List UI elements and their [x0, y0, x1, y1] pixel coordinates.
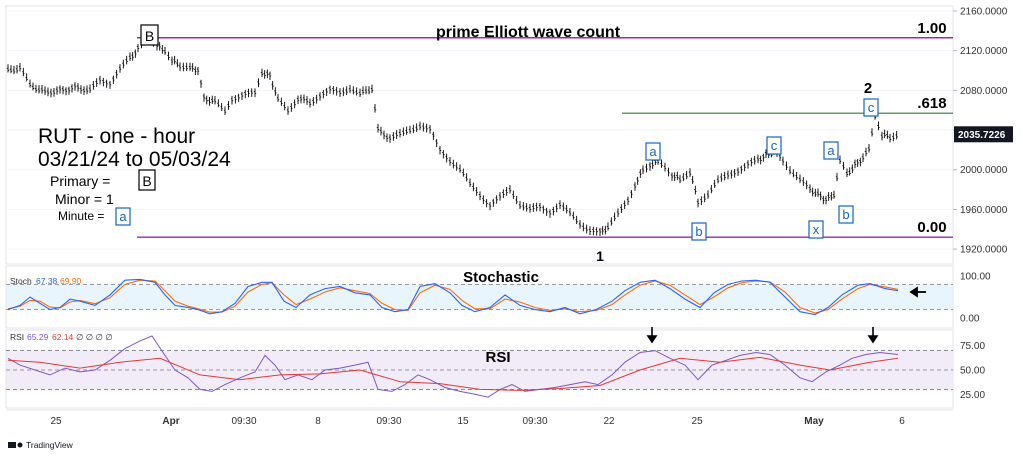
stoch-band — [6, 284, 953, 310]
svg-text:a: a — [827, 143, 835, 158]
svg-text:b: b — [695, 224, 702, 239]
last-price-tag — [954, 126, 1013, 143]
minute-wave-a1: a — [645, 142, 661, 161]
svg-text:RSI: RSI — [10, 332, 24, 342]
time-tick-label: 09:30 — [231, 416, 256, 427]
time-tick-label: 8 — [315, 416, 321, 427]
rsi-title: RSI — [485, 349, 510, 366]
primary-box — [138, 169, 156, 191]
svg-text:x: x — [813, 222, 820, 237]
date-line: 03/21/24 to 05/03/24 — [38, 148, 231, 171]
chart-title: prime Elliott wave count — [436, 24, 621, 41]
minute-value: a — [119, 209, 127, 224]
wave-2-label: 2 — [864, 80, 872, 97]
svg-text:c: c — [771, 138, 778, 153]
wave-B-box — [140, 24, 159, 46]
svg-text:67.38: 67.38 — [36, 276, 58, 286]
minute-wave-x: x — [808, 220, 824, 239]
primary-value: B — [142, 173, 151, 189]
stoch-legend: Stoch 67.38 69.90 — [10, 276, 82, 286]
time-tick-label: 6 — [899, 416, 905, 427]
svg-text:b: b — [842, 207, 849, 222]
stoch-tick-label: 100.00 — [960, 272, 991, 283]
svg-text:62.14: 62.14 — [52, 332, 74, 342]
wave-1-label: 1 — [596, 248, 604, 264]
time-tick-label: 22 — [603, 416, 615, 427]
minute-label: Minute = — [58, 209, 104, 223]
svg-text:∅ ∅ ∅ ∅: ∅ ∅ ∅ ∅ — [76, 332, 113, 342]
price-tick-label: 1960.0000 — [960, 205, 1008, 216]
price-tick-label: 2000.0000 — [960, 165, 1008, 176]
stoch-k-line — [7, 278, 899, 316]
rsi-tick-label: 50.00 — [960, 366, 985, 377]
svg-text:69.90: 69.90 — [60, 276, 82, 286]
time-tick-label: 15 — [457, 416, 469, 427]
brand-text: TradingView — [26, 440, 74, 450]
rsi-series — [7, 335, 899, 398]
minute-wave-c1: c — [766, 136, 782, 155]
rsi-tick-label: 25.00 — [960, 390, 985, 401]
time-axis: 25 Apr 09:30 8 09:30 15 09:30 22 25 May 6 — [6, 409, 953, 427]
stoch-tick-label: 0.00 — [960, 314, 980, 325]
minute-wave-a2: a — [823, 141, 839, 160]
price-pane — [5, 5, 954, 265]
fib-level-label: .618 — [917, 95, 946, 112]
rsi-legend: RSI 65.29 62.14 ∅ ∅ ∅ ∅ — [10, 332, 113, 342]
svg-text:a: a — [649, 144, 657, 159]
stochastic-title: Stochastic — [463, 269, 539, 286]
price-tick-label: 2080.0000 — [960, 86, 1008, 97]
minute-wave-c2: c — [863, 98, 879, 117]
stochastic-series — [7, 278, 899, 316]
grid-lines — [6, 10, 953, 390]
time-tick-label: May — [804, 416, 824, 427]
minute-wave-b2: b — [838, 205, 854, 224]
minute-box — [115, 207, 131, 226]
price-tick-label: 2160.0000 — [960, 6, 1008, 17]
time-tick-label: Apr — [162, 416, 179, 427]
primary-label: Primary = — [50, 173, 110, 189]
fib-level-label: 0.00 — [917, 219, 946, 236]
down-arrow-icon — [646, 327, 658, 344]
wave-B-label: B — [145, 28, 154, 44]
time-tick-label: 25 — [50, 416, 62, 427]
fib-level-label: 1.00 — [917, 20, 946, 37]
last-price-label: 2035.7226 — [958, 130, 1006, 141]
minute-wave-b1: b — [691, 222, 707, 241]
svg-text:65.29: 65.29 — [27, 332, 49, 342]
price-tick-label: 2120.0000 — [960, 46, 1008, 57]
price-axis: 2160.00002120.00002080.00002040.00002000… — [953, 6, 1013, 401]
svg-text:Stoch: Stoch — [10, 276, 32, 286]
minor-label: Minor = 1 — [55, 191, 114, 207]
svg-text:c: c — [868, 100, 875, 115]
down-arrow-icon — [867, 327, 879, 344]
time-tick-label: 09:30 — [522, 416, 547, 427]
price-tick-label: 1920.0000 — [960, 245, 1008, 256]
symbol-line: RUT - one - hour — [38, 125, 195, 148]
rsi-tick-label: 75.00 — [960, 341, 985, 352]
time-tick-label: 09:30 — [376, 416, 401, 427]
stoch-d-line — [7, 279, 899, 314]
left-arrow-icon — [909, 286, 926, 298]
rsi-ma-line — [7, 356, 899, 391]
time-tick-label: 25 — [691, 416, 703, 427]
tradingview-logo-icon — [8, 442, 23, 448]
